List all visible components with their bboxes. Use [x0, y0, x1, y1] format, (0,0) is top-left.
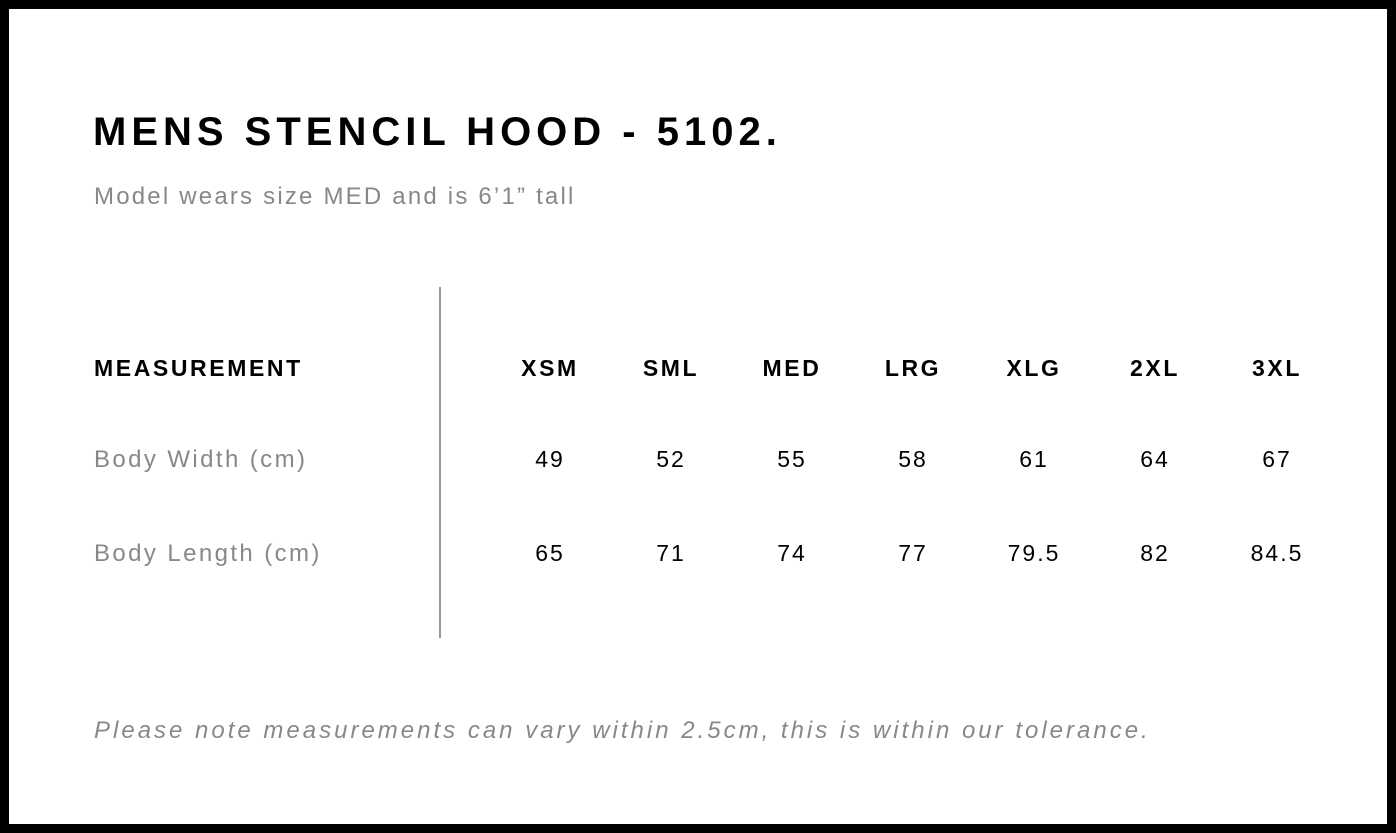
table-cell: 82 — [1140, 540, 1170, 566]
table-cell: 49 — [535, 446, 565, 472]
tolerance-note: Please note measurements can vary within… — [94, 717, 1151, 744]
table-cell: 74 — [777, 540, 807, 566]
table-cell: 79.5 — [1007, 540, 1061, 566]
table-cell: 55 — [777, 446, 807, 472]
size-header: XSM — [521, 355, 579, 381]
table-cell: 71 — [656, 540, 686, 566]
size-header: XLG — [1006, 355, 1062, 381]
model-info: Model wears size MED and is 6’1” tall — [94, 183, 576, 210]
size-header: MED — [762, 355, 822, 381]
size-header: 2XL — [1130, 355, 1180, 381]
table-cell: 65 — [535, 540, 565, 566]
page-title: MENS STENCIL HOOD - 5102. — [93, 110, 782, 154]
size-header: 3XL — [1252, 355, 1302, 381]
table-row: Body Width (cm) 49 52 55 58 61 64 67 — [0, 446, 1396, 476]
table-cell: 64 — [1140, 446, 1170, 472]
table-row: Body Length (cm) 65 71 74 77 79.5 82 84.… — [0, 540, 1396, 570]
table-cell: 58 — [898, 446, 928, 472]
table-cell: 84.5 — [1250, 540, 1304, 566]
table-cell: 61 — [1019, 446, 1049, 472]
table-cell: 67 — [1262, 446, 1292, 472]
column-divider — [439, 287, 441, 638]
table-header-row: MEASUREMENT XSM SML MED LRG XLG 2XL 3XL — [0, 355, 1396, 385]
row-label: Body Width (cm) — [94, 446, 308, 473]
table-cell: 77 — [898, 540, 928, 566]
measurement-header: MEASUREMENT — [94, 355, 303, 381]
size-header: LRG — [884, 355, 942, 381]
row-label: Body Length (cm) — [94, 540, 322, 567]
table-cell: 52 — [656, 446, 686, 472]
size-header: SML — [642, 355, 700, 381]
